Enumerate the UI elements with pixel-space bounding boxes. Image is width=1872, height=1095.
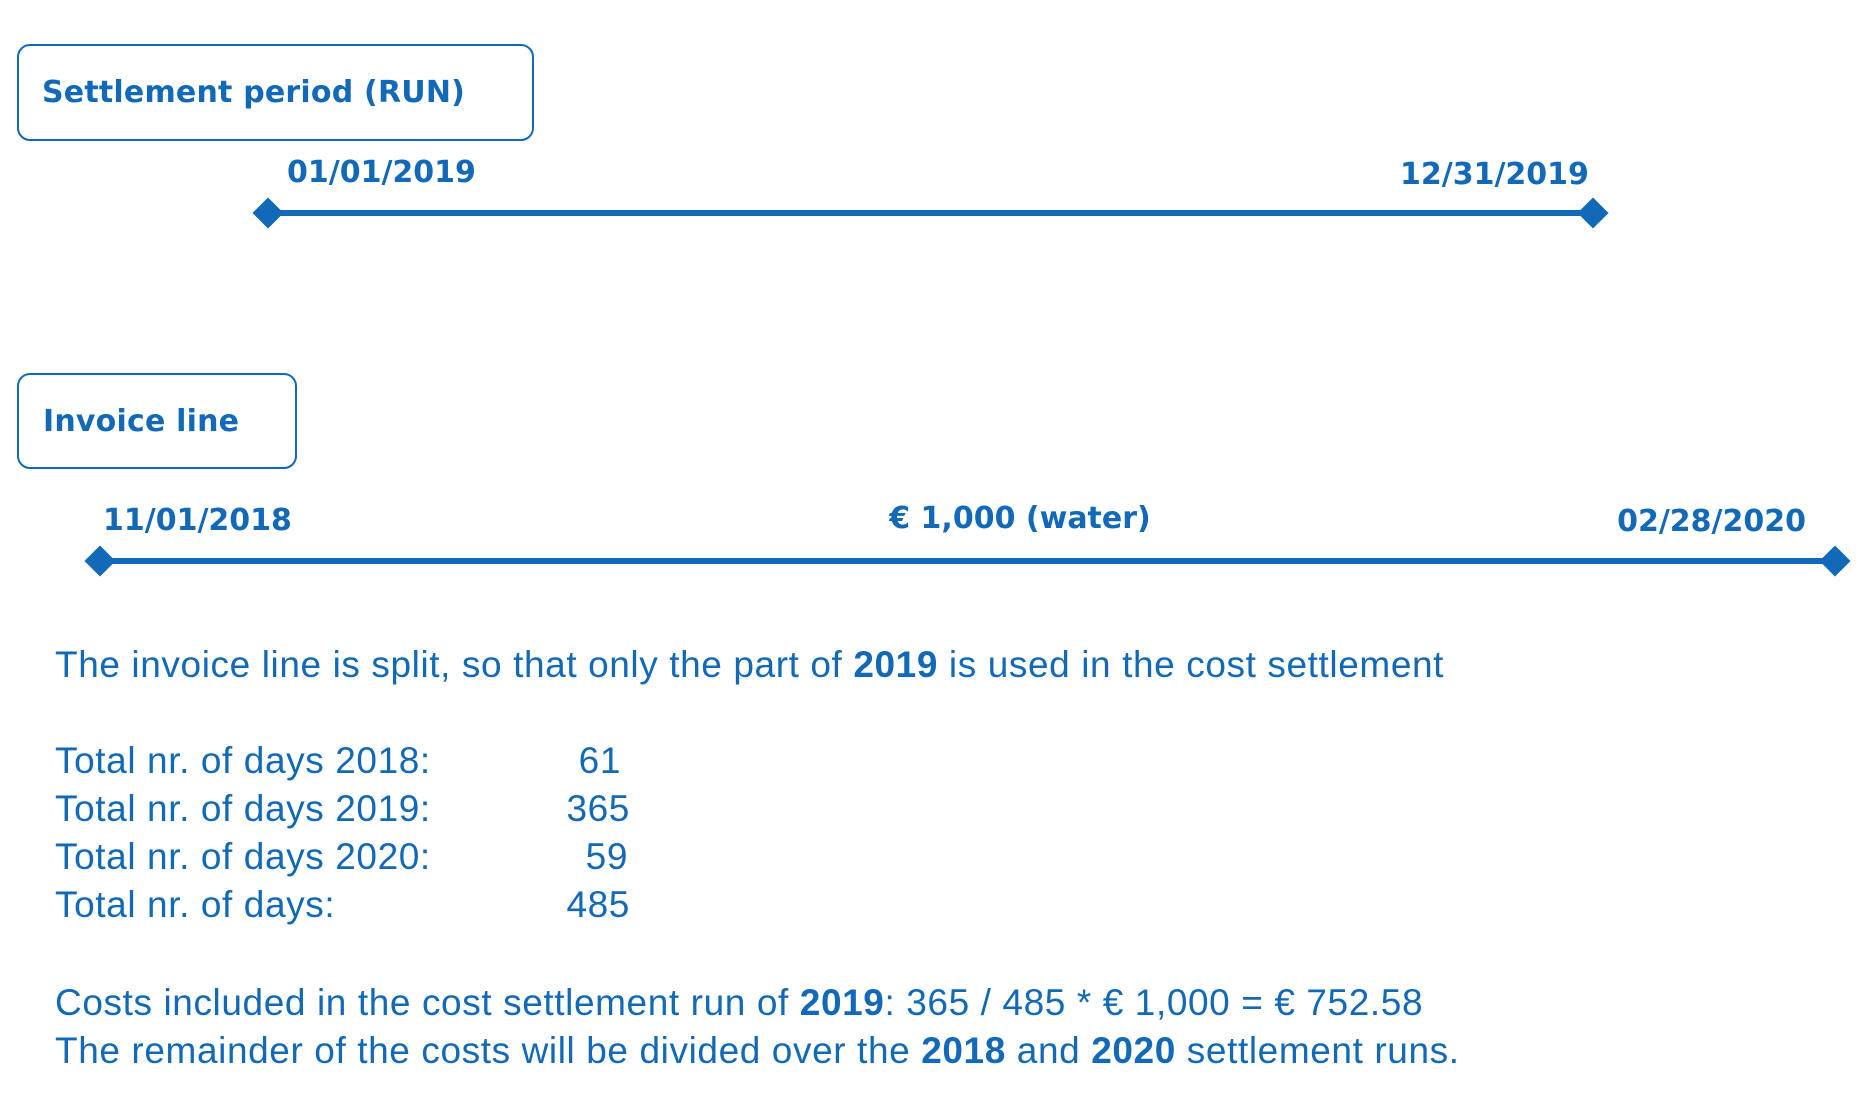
costs-line2-prefix: The remainder of the costs will be divid…	[55, 1030, 922, 1071]
day-total-value: 59	[585, 836, 628, 877]
day-total-label: Total nr. of days 2018:	[55, 740, 431, 781]
settlement-end-date: 12/31/2019	[1400, 157, 1589, 192]
split-explanation: The invoice line is split, so that only …	[55, 644, 1444, 686]
day-total-label: Total nr. of days 2019:	[55, 788, 431, 829]
invoice-end-date: 02/28/2020	[1617, 504, 1806, 539]
costs-line2-year-2020: 2020	[1091, 1030, 1176, 1071]
costs-line1-prefix: Costs included in the cost settlement ru…	[55, 982, 800, 1023]
day-total-row: Total nr. of days 2019: 365	[55, 788, 655, 836]
invoice-end-diamond-icon	[1819, 545, 1851, 577]
costs-line2-year-2018: 2018	[921, 1030, 1006, 1071]
day-total-label: Total nr. of days 2020:	[55, 836, 431, 877]
invoice-line-label: Invoice line	[43, 403, 240, 439]
costs-line1-year: 2019	[799, 982, 885, 1023]
settlement-period-box: Settlement period (RUN)	[17, 44, 534, 141]
invoice-line-box: Invoice line	[17, 373, 297, 469]
invoice-timeline	[100, 558, 1835, 564]
costs-line2-suffix: settlement runs.	[1175, 1030, 1460, 1071]
day-total-value: 365	[566, 788, 630, 829]
invoice-amount-label: € 1,000 (water)	[889, 501, 1151, 536]
day-total-row: Total nr. of days 2020: 59	[55, 836, 655, 884]
day-total-row: Total nr. of days 2018: 61	[55, 740, 655, 788]
settlement-start-diamond-icon	[252, 197, 284, 229]
invoice-start-diamond-icon	[84, 545, 116, 577]
settlement-timeline	[268, 210, 1593, 216]
costs-remainder-line: The remainder of the costs will be divid…	[55, 1030, 1460, 1072]
day-total-row: Total nr. of days: 485	[55, 884, 655, 932]
settlement-period-label: Settlement period (RUN)	[42, 75, 466, 110]
costs-formula: : 365 / 485 * € 1,000 = € 752.58	[884, 982, 1424, 1023]
explanation-suffix: is used in the cost settlement	[938, 644, 1445, 685]
explanation-year: 2019	[853, 644, 939, 685]
day-total-value: 61	[578, 740, 621, 781]
settlement-end-diamond-icon	[1577, 197, 1609, 229]
costs-included-line: Costs included in the cost settlement ru…	[55, 982, 1423, 1024]
invoice-start-date: 11/01/2018	[103, 503, 292, 538]
day-total-label: Total nr. of days:	[55, 884, 336, 925]
day-total-value: 485	[566, 884, 630, 925]
settlement-start-date: 01/01/2019	[287, 155, 476, 190]
explanation-prefix: The invoice line is split, so that only …	[55, 644, 854, 685]
costs-line2-mid: and	[1005, 1030, 1092, 1071]
